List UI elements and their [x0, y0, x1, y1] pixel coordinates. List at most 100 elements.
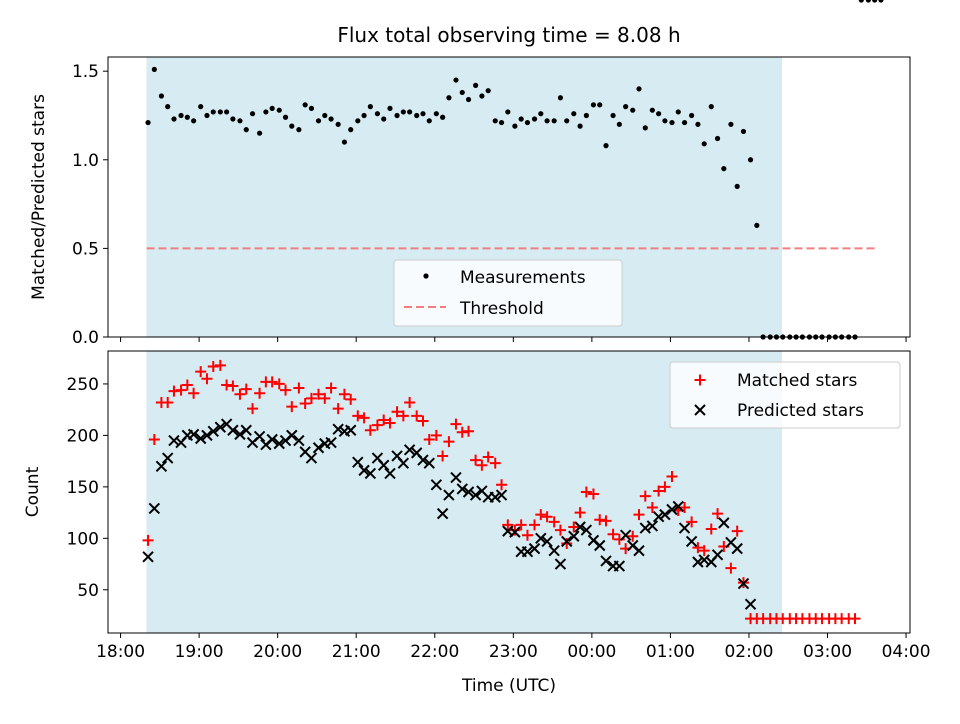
matched-star-point — [254, 387, 266, 399]
measurement-point — [642, 125, 648, 131]
predicted-star-point — [574, 521, 586, 533]
measurement-point — [249, 111, 256, 117]
predicted-star-point — [403, 444, 416, 456]
matched-star-point — [188, 387, 200, 399]
x-tick-label: 02:00 — [724, 642, 773, 662]
measurement-point — [479, 93, 485, 99]
matched-star-point — [698, 545, 710, 557]
matched-star-point — [162, 396, 174, 408]
y-tick-label: 50 — [77, 581, 99, 601]
matched-star-point — [627, 530, 639, 542]
predicted-star-point — [443, 489, 455, 501]
measurement-point — [158, 93, 165, 99]
measurement-point — [178, 112, 184, 119]
measurement-point — [328, 116, 334, 122]
chart-title: Flux total observing time = 8.08 h — [337, 23, 680, 47]
x-tick-label: 22:00 — [410, 642, 459, 662]
matched-star-point — [397, 410, 409, 422]
predicted-star-point — [266, 433, 278, 446]
legend-marker-predicted — [694, 404, 706, 416]
measurement-point — [721, 166, 727, 172]
matched-star-point — [515, 519, 527, 531]
predicted-star-point — [456, 483, 468, 495]
matched-star-point — [607, 528, 619, 540]
y-tick-label: 100 — [67, 529, 99, 549]
matched-star-point — [679, 501, 691, 513]
top-y-axis-label: Matched/Predicted stars — [29, 94, 49, 300]
predicted-star-point — [541, 535, 553, 548]
matched-star-point — [476, 459, 488, 471]
predicted-star-point — [561, 535, 573, 548]
measurement-point — [531, 116, 538, 122]
matched-star-point — [305, 392, 317, 404]
measurement-point — [289, 123, 295, 129]
x-tick-label: 03:00 — [803, 642, 852, 662]
bottom-legend: Matched stars Predicted stars — [669, 361, 901, 429]
matched-star-point — [417, 415, 429, 427]
measurement-point — [374, 111, 381, 117]
predicted-star-point — [652, 510, 665, 523]
predicted-star-point — [711, 549, 724, 561]
measurement-point — [263, 109, 269, 115]
matched-star-point — [299, 397, 311, 409]
measurement-point — [485, 88, 491, 94]
matched-star-point — [195, 366, 207, 378]
x-tick-label: 18:00 — [96, 642, 145, 662]
measurement-point — [681, 119, 688, 126]
measurement-point — [224, 109, 230, 115]
measurement-point — [557, 95, 564, 101]
x-tick-label: 19:00 — [175, 642, 224, 662]
measurement-point — [387, 105, 393, 111]
matched-star-point — [548, 516, 560, 528]
measurement-point — [414, 112, 420, 119]
predicted-star-point — [286, 429, 298, 442]
measurement-point — [512, 123, 518, 129]
bottom-panel: 50 100 150 200 250 18:00 19:00 20:00 21:00 22:00 2… — [23, 351, 931, 662]
matched-star-point — [470, 454, 482, 466]
matched-star-point — [181, 379, 193, 391]
legend-label-predicted: Predicted stars — [737, 401, 864, 421]
measurement-point — [355, 118, 361, 124]
measurement-point — [420, 111, 426, 117]
matched-star-point — [207, 360, 219, 372]
measurement-point — [394, 112, 400, 119]
measurement-point — [237, 118, 243, 124]
measurement-point — [878, 0, 884, 3]
measurement-point — [381, 116, 387, 122]
x-tick-label: 00:00 — [567, 642, 616, 662]
predicted-star-point — [737, 577, 750, 590]
matched-star-point — [443, 436, 455, 448]
measurement-point — [361, 112, 367, 119]
matched-star-point — [541, 511, 553, 523]
measurement-point — [583, 112, 589, 119]
matched-star-point — [247, 403, 259, 415]
measurement-point — [577, 123, 583, 129]
matched-star-point — [240, 383, 252, 395]
x-tick-label: 20:00 — [253, 642, 302, 662]
measurement-point — [440, 114, 446, 120]
matched-star-point — [450, 418, 462, 430]
measurement-point — [210, 109, 216, 115]
predicted-star-point — [253, 430, 266, 443]
measurement-point — [571, 111, 577, 117]
measurement-point — [492, 118, 498, 124]
predicted-star-point — [430, 479, 443, 491]
matched-star-point — [319, 392, 331, 404]
predicted-star-point — [312, 442, 325, 454]
matched-star-point — [659, 481, 671, 493]
measurement-point — [695, 121, 701, 127]
matched-star-point — [313, 388, 325, 400]
matched-star-point — [142, 534, 154, 546]
matched-star-point — [509, 524, 521, 536]
matched-star-point — [587, 488, 599, 500]
predicted-star-point — [528, 542, 541, 555]
predicted-star-point — [325, 436, 337, 449]
measurement-point — [610, 112, 616, 119]
measurement-point — [518, 116, 524, 122]
predicted-star-point — [509, 526, 521, 538]
matched-star-point — [338, 388, 350, 400]
predicted-star-point — [495, 489, 508, 501]
matched-star-point — [496, 479, 508, 491]
measurement-point — [603, 143, 609, 149]
